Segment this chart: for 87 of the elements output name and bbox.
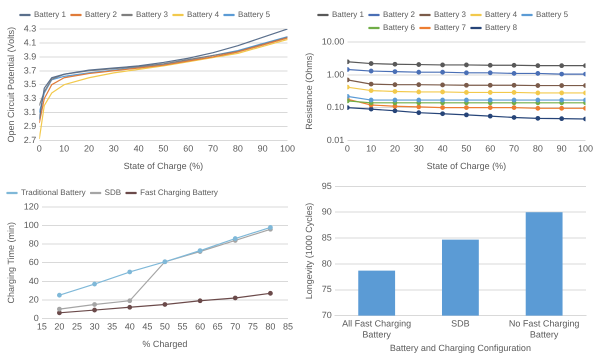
y-tick-label: 75 — [322, 284, 332, 294]
x-tick-label: 90 — [258, 143, 268, 154]
x-tick-label: 60 — [183, 143, 194, 154]
legend-label: Battery 1 — [34, 10, 67, 20]
x-tick-label: 70 — [230, 321, 240, 332]
y-tick-label: 3.1 — [24, 107, 36, 118]
x-tick-label: 35 — [107, 321, 118, 332]
legend-label: Battery 2 — [84, 10, 118, 20]
x-tick-label: 40 — [124, 321, 135, 332]
legend-label: Battery 7 — [434, 23, 467, 32]
y-tick-label: 70 — [322, 310, 332, 320]
legend-label: Battery 5 — [536, 10, 569, 20]
y-tick-label: 80 — [28, 238, 39, 249]
x-tick-label: 90 — [556, 143, 567, 154]
y-tick-label: 2.9 — [24, 120, 36, 131]
y-tick-label: 90 — [322, 206, 332, 217]
legend-label: Traditional Battery — [21, 188, 86, 198]
x-tick-label: 75 — [248, 321, 258, 332]
x-tick-label: 50 — [158, 143, 168, 154]
x-axis-title: State of Charge (%) — [426, 161, 506, 172]
x-tick-label: 30 — [414, 143, 424, 154]
x-tick-label: 20 — [84, 143, 94, 154]
y-tick-label: 100 — [24, 220, 39, 230]
y-tick-label: 1.00 — [326, 69, 344, 80]
x-tick-label: 40 — [438, 143, 448, 154]
y-axis-title: Open Circuit Potential (Volts) — [6, 26, 16, 142]
x-tick-label: 50 — [160, 321, 170, 332]
y-tick-label: 4.3 — [24, 23, 36, 34]
x-tick-label: 80 — [265, 321, 276, 332]
x-tick-label: All Fast Charging Battery — [342, 318, 412, 340]
y-tick-label: 0.01 — [326, 134, 344, 145]
y-tick-label: 20 — [28, 294, 39, 304]
x-tick-label: 25 — [72, 321, 82, 332]
legend-label: Battery 5 — [238, 10, 271, 20]
x-tick-label: No Fast Charging Battery — [508, 318, 580, 340]
x-tick-label: 40 — [134, 143, 144, 154]
y-tick-label: 10.00 — [322, 36, 344, 46]
legend-label: Battery 1 — [332, 10, 365, 20]
x-tick-label: 30 — [108, 143, 119, 154]
y-tick-label: 80 — [322, 258, 332, 268]
legend-label: Battery 4 — [485, 10, 518, 20]
y-axis-title: Resistance (Ohms) — [304, 52, 314, 130]
x-tick-label: 70 — [509, 143, 520, 154]
x-tick-label: 15 — [36, 321, 47, 332]
y-tick-label: 95 — [322, 180, 332, 191]
x-axis-title: Battery and Charging Configuration — [390, 343, 531, 354]
y-tick-label: 0.10 — [326, 102, 344, 112]
x-tick-label: 60 — [485, 143, 496, 154]
x-tick-label: 100 — [280, 143, 296, 154]
legend-label: Battery 3 — [434, 10, 467, 20]
x-tick-label: 80 — [532, 143, 543, 154]
x-axis-title: State of Charge (%) — [124, 161, 204, 172]
legend-label: Battery 4 — [187, 10, 220, 20]
x-tick-label: 10 — [366, 143, 376, 154]
y-axis-title: Longevity (1000 Cycles) — [304, 202, 314, 300]
y-tick-label: 3.3 — [24, 93, 36, 104]
x-tick-label: SDB — [451, 318, 470, 328]
y-tick-label: 60 — [28, 257, 39, 268]
legend-label: SDB — [104, 188, 122, 198]
legend-label: Battery 3 — [136, 10, 169, 20]
x-tick-label: 85 — [282, 321, 294, 332]
x-tick-label: 80 — [232, 143, 243, 154]
x-tick-label: 30 — [90, 321, 100, 332]
y-tick-label: 3.7 — [24, 65, 36, 76]
y-tick-label: 3.5 — [24, 79, 36, 90]
y-tick-label: 120 — [24, 201, 39, 212]
x-tick-label: 60 — [195, 321, 206, 332]
y-axis-title: Charging Time (min) — [6, 222, 16, 304]
legend-label: Battery 6 — [382, 23, 416, 32]
x-tick-label: 50 — [461, 143, 472, 154]
legend-label: Battery 2 — [382, 10, 416, 20]
x-tick-label: 65 — [212, 321, 223, 332]
x-tick-label: 100 — [578, 143, 594, 154]
y-tick-label: 2.7 — [24, 134, 36, 145]
x-tick-label: 70 — [208, 143, 218, 154]
y-tick-label: 3.9 — [24, 51, 36, 62]
x-tick-label: 20 — [390, 143, 400, 154]
x-tick-label: 10 — [59, 143, 70, 154]
y-tick-label: 85 — [322, 232, 332, 243]
x-tick-label: 55 — [177, 321, 188, 332]
x-tick-label: 45 — [142, 321, 152, 332]
legend-label: Battery 8 — [485, 23, 518, 32]
x-axis-title: % Charged — [142, 339, 188, 350]
y-tick-label: 4.1 — [24, 37, 36, 48]
legend-label: Fast Charging Battery — [140, 188, 218, 198]
y-tick-label: 40 — [28, 276, 39, 286]
x-tick-label: 20 — [54, 321, 64, 332]
